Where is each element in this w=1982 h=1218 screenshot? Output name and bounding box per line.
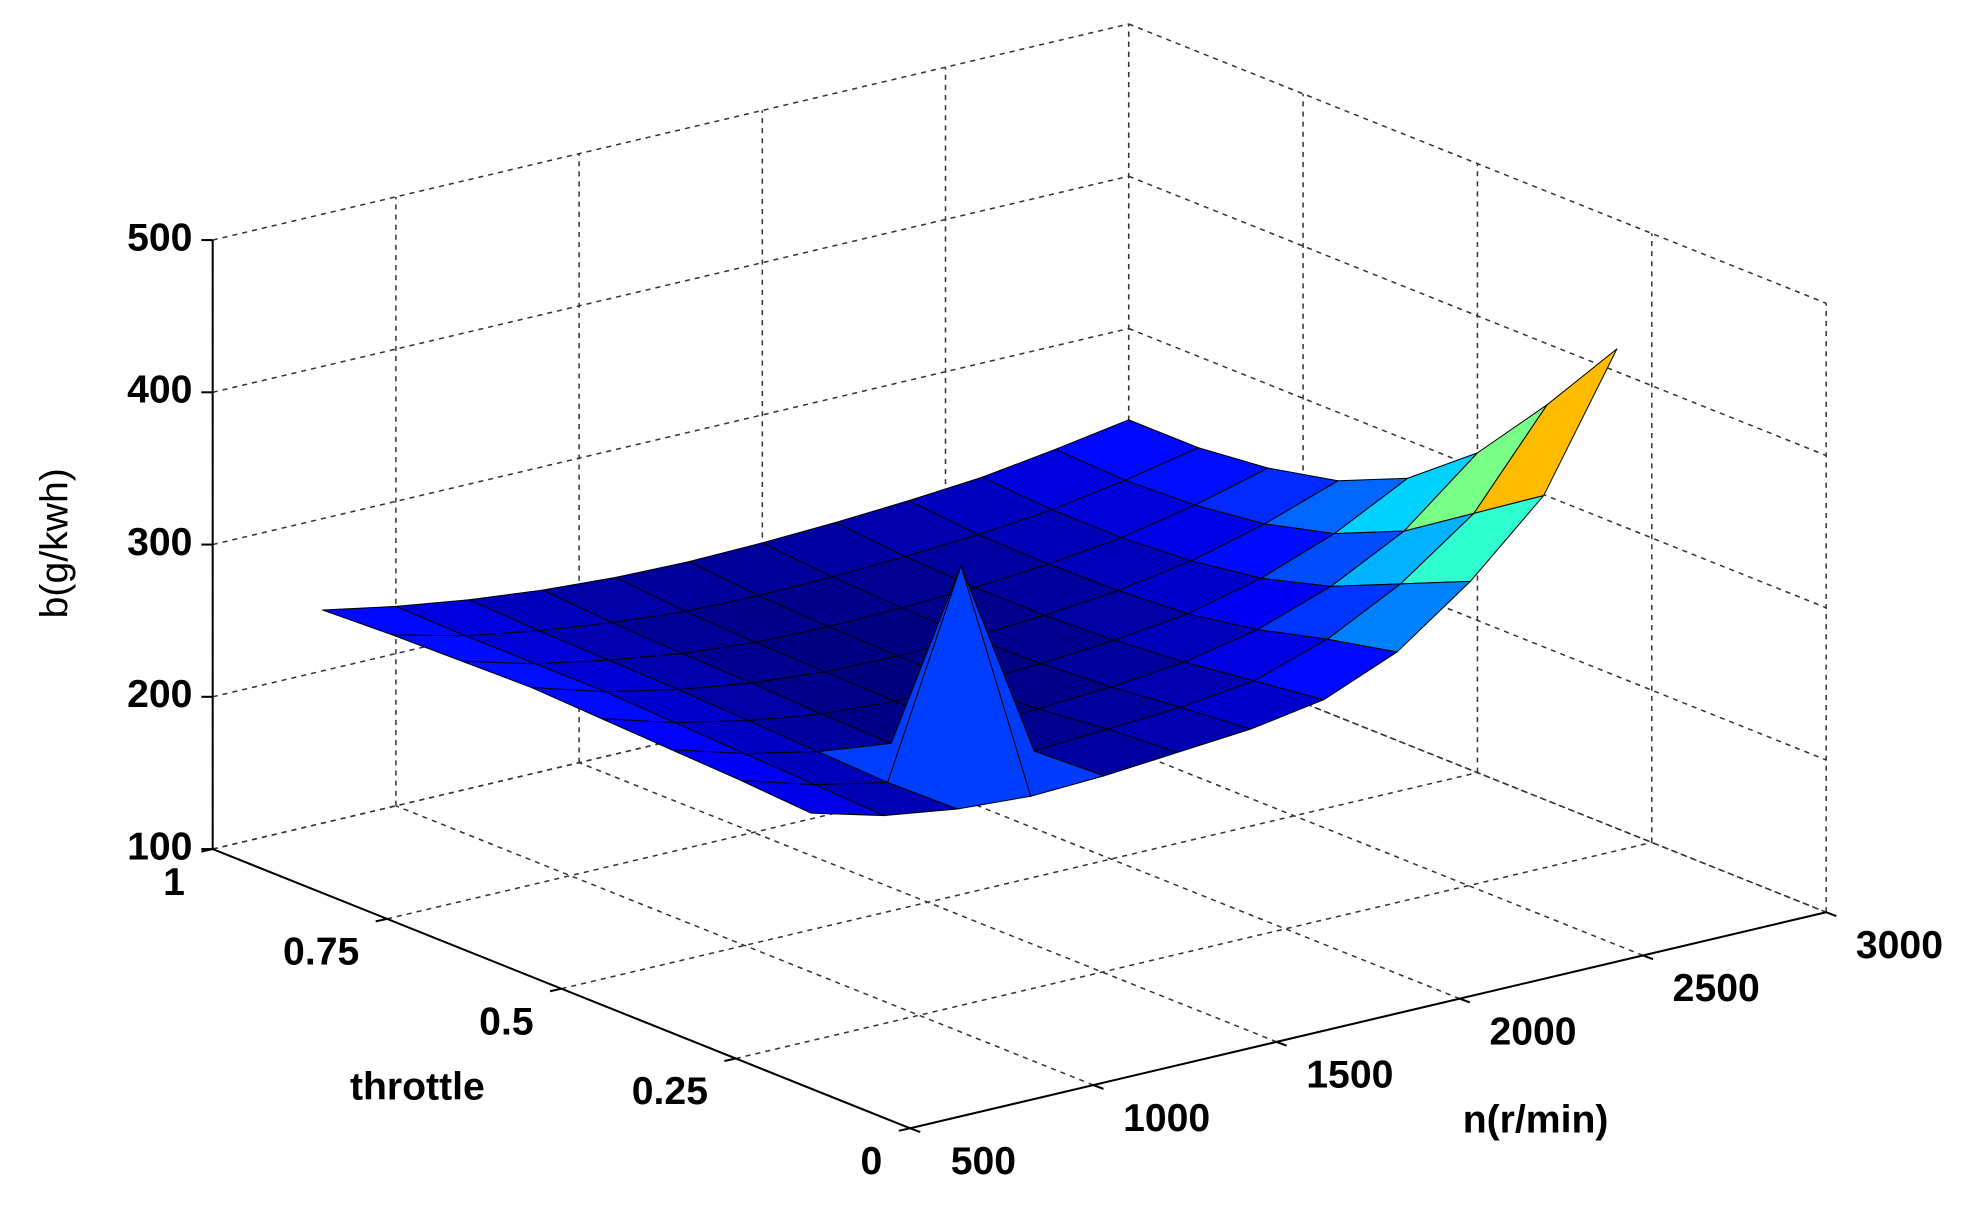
y-tick — [549, 987, 562, 993]
y-tick — [375, 917, 388, 923]
x-tick — [1276, 1040, 1288, 1047]
x-axis-label: n(r/min) — [1463, 1098, 1609, 1141]
grid-line — [1128, 23, 1827, 304]
grid-line — [561, 771, 1478, 990]
surface-face — [740, 780, 885, 817]
z-tick-label: 300 — [127, 521, 192, 564]
y-tick-label: 0.25 — [632, 1070, 708, 1113]
x-axis — [909, 911, 1827, 1130]
z-tick-label: 400 — [127, 369, 192, 412]
y-tick-label: 1 — [163, 861, 185, 904]
y-tick — [724, 1057, 736, 1062]
x-tick — [1642, 954, 1654, 961]
grid-line — [1128, 175, 1827, 457]
z-tick-label: 100 — [127, 825, 192, 868]
y-tick-label: 0 — [861, 1140, 883, 1183]
y-tick — [898, 1127, 911, 1132]
grid-line — [395, 805, 1094, 1086]
x-tick-label: 1000 — [1123, 1097, 1210, 1140]
y-axis-label: throttle — [350, 1065, 485, 1108]
z-tick-label: 500 — [127, 216, 192, 259]
x-tick-label: 1500 — [1306, 1054, 1393, 1097]
x-tick-label: 500 — [951, 1140, 1016, 1183]
x-tick — [1092, 1084, 1104, 1090]
grid-line — [212, 23, 1129, 241]
y-tick-label: 0.5 — [479, 1000, 533, 1043]
x-tick-label: 2000 — [1489, 1010, 1576, 1053]
surface — [322, 348, 1618, 817]
x-tick — [1825, 911, 1837, 917]
surface-face — [1473, 348, 1618, 514]
grid-line — [212, 175, 1129, 394]
x-tick — [1459, 997, 1471, 1004]
z-axis-label: b(g/kwh) — [34, 468, 77, 618]
grid-line — [762, 718, 1461, 1000]
z-tick-label: 200 — [127, 673, 192, 716]
x-tick-label: 2500 — [1673, 967, 1760, 1010]
x-tick — [909, 1127, 921, 1134]
x-tick-label: 3000 — [1856, 924, 1943, 967]
y-tick-label: 0.75 — [283, 931, 359, 974]
